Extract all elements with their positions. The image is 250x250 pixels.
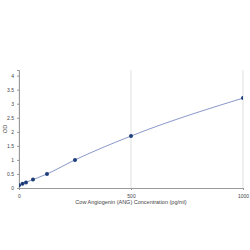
grid-line (243, 70, 244, 188)
tick: 1.5 (7, 143, 19, 149)
tick: 3.5 (7, 87, 19, 93)
tick-mark (17, 146, 19, 147)
point (73, 158, 77, 162)
y-axis: 0 0.5 1 1.5 2 2.5 3 3.5 4 (7, 71, 19, 192)
grid-line (131, 70, 132, 188)
tick: 3 (11, 101, 19, 107)
tick-label: 0 (11, 185, 14, 191)
tick-label: 0.5 (7, 171, 14, 177)
tick: 1000 (238, 188, 249, 199)
y-axis-title: OD (2, 125, 8, 133)
tick: 1 (11, 157, 19, 163)
point (241, 96, 243, 100)
tick-label: 2.5 (7, 115, 14, 121)
tick-label: 3 (11, 101, 14, 107)
axis-line (17, 71, 20, 189)
marks (19, 96, 243, 187)
tick: 0.5 (7, 171, 19, 177)
plot: 0 500 1000 0 0.5 1 1.5 2 2.5 3 3.5 4 (7, 70, 249, 199)
point (20, 182, 24, 186)
grid (19, 70, 243, 188)
tick: 500 (127, 188, 136, 199)
tick: 2.5 (7, 115, 19, 121)
tick: 0 (11, 185, 19, 191)
tick-label: 0 (18, 193, 21, 199)
tick-mark (17, 160, 19, 161)
tick-label: 2 (11, 129, 14, 135)
chart: 0 500 1000 0 0.5 1 1.5 2 2.5 3 3.5 4 Cow Angiogenin … (0, 0, 250, 250)
point (24, 180, 28, 184)
tick-mark (17, 76, 19, 77)
tick-label: 1000 (238, 193, 249, 199)
tick-label: 500 (127, 193, 136, 199)
tick-mark (17, 132, 19, 133)
tick-mark (17, 118, 19, 119)
tick-mark (243, 188, 244, 190)
tick-mark (17, 188, 19, 189)
point (31, 178, 35, 182)
tick-mark (131, 188, 132, 190)
tick-label: 1 (11, 157, 14, 163)
axis-line (20, 189, 244, 191)
curve (19, 98, 243, 185)
point (129, 134, 133, 138)
tick-label: 4 (11, 73, 14, 79)
tick-mark (17, 174, 19, 175)
tick: 2 (11, 129, 19, 135)
tick: 0 (18, 188, 21, 199)
point (45, 172, 49, 176)
tick: 4 (11, 73, 19, 79)
x-axis-title: Cow Angiogenin (ANG) Concentration (pg/m… (75, 199, 186, 205)
tick-label: 1.5 (7, 143, 14, 149)
tick-mark (17, 104, 19, 105)
tick-label: 3.5 (7, 87, 14, 93)
x-axis: 0 500 1000 (18, 188, 249, 199)
tick-mark (17, 90, 19, 91)
